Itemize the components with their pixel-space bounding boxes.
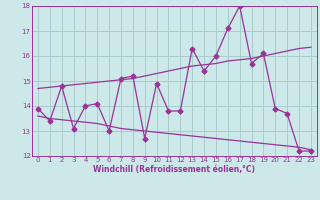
X-axis label: Windchill (Refroidissement éolien,°C): Windchill (Refroidissement éolien,°C) bbox=[93, 165, 255, 174]
